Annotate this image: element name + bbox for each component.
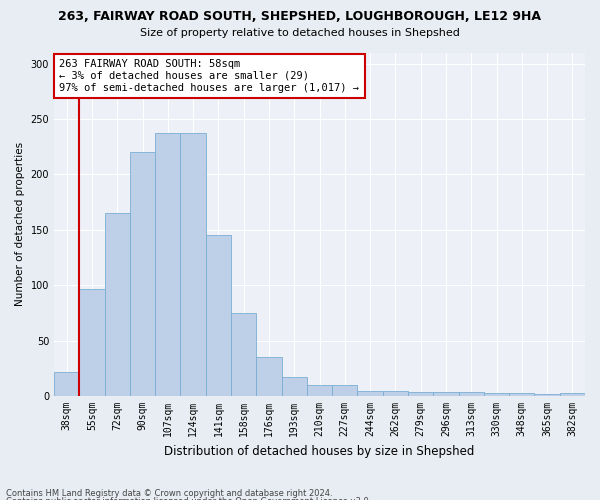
Bar (130, 152, 155, 396)
Bar (408, 392, 433, 396)
Text: 263, FAIRWAY ROAD SOUTH, SHEPSHED, LOUGHBOROUGH, LE12 9HA: 263, FAIRWAY ROAD SOUTH, SHEPSHED, LOUGH… (59, 10, 542, 23)
Bar (560, 392, 585, 396)
Bar (181, 134, 206, 396)
Bar (383, 390, 408, 396)
Bar (535, 394, 560, 396)
Bar (358, 390, 383, 396)
Y-axis label: Number of detached properties: Number of detached properties (15, 142, 25, 306)
Bar (307, 385, 332, 396)
Bar (54, 372, 79, 396)
Bar (458, 392, 484, 396)
Bar (281, 377, 307, 396)
X-axis label: Distribution of detached houses by size in Shepshed: Distribution of detached houses by size … (164, 444, 475, 458)
Bar (509, 392, 535, 396)
Text: Contains public sector information licensed under the Open Government Licence v3: Contains public sector information licen… (6, 497, 371, 500)
Text: 263 FAIRWAY ROAD SOUTH: 58sqm
← 3% of detached houses are smaller (29)
97% of se: 263 FAIRWAY ROAD SOUTH: 58sqm ← 3% of de… (59, 60, 359, 92)
Bar (79, 288, 104, 396)
Text: Contains HM Land Registry data © Crown copyright and database right 2024.: Contains HM Land Registry data © Crown c… (6, 488, 332, 498)
Bar (231, 313, 256, 396)
Bar (433, 392, 458, 396)
Bar (256, 358, 281, 396)
Bar (155, 134, 181, 396)
Text: Size of property relative to detached houses in Shepshed: Size of property relative to detached ho… (140, 28, 460, 38)
Bar (104, 213, 130, 396)
Bar (332, 385, 358, 396)
Bar (484, 392, 509, 396)
Bar (206, 236, 231, 396)
